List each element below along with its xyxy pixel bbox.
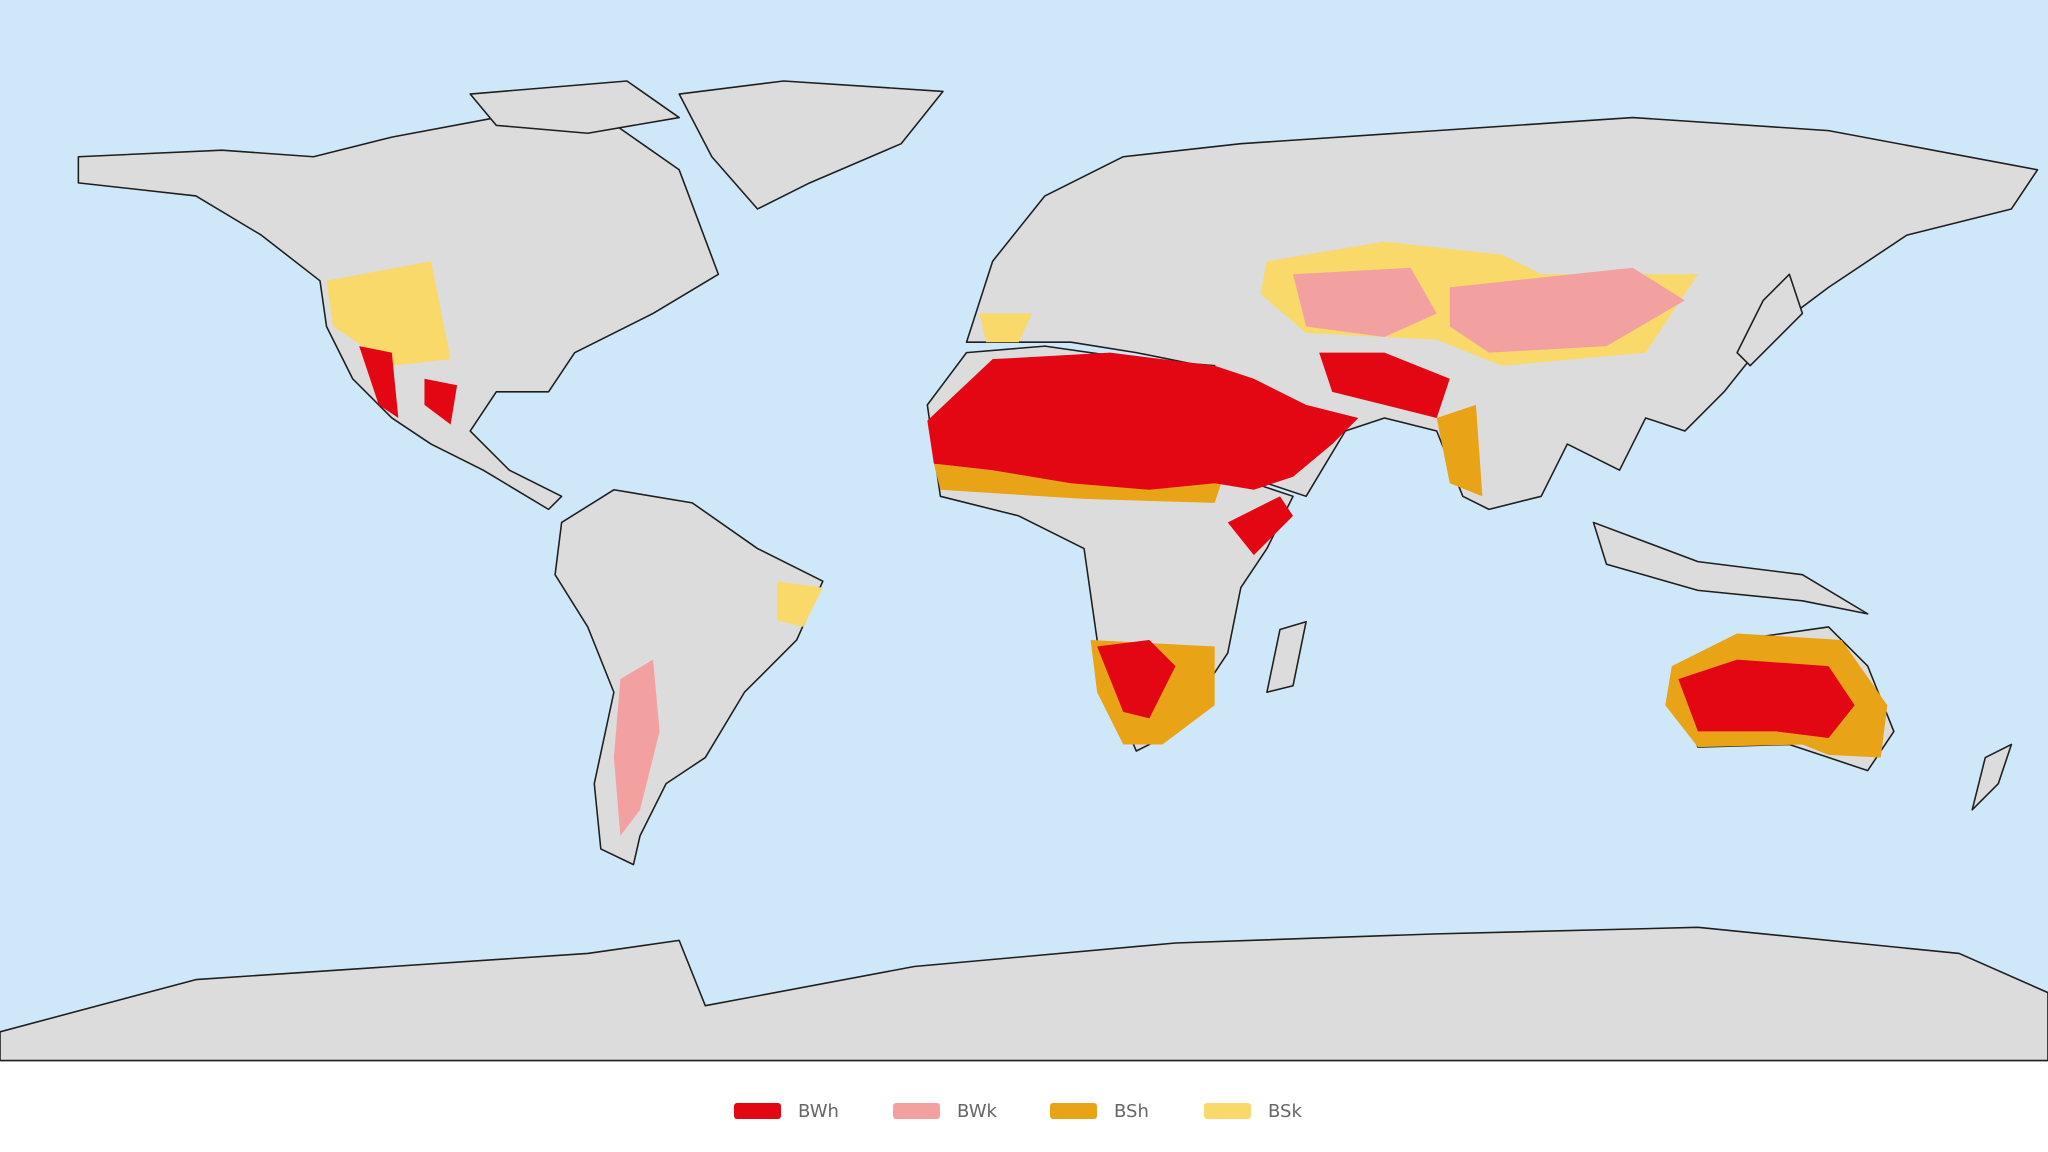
bwh-region — [1227, 496, 1294, 556]
legend-swatch — [1204, 1103, 1251, 1119]
bsk-region — [326, 261, 451, 366]
new-zealand — [1971, 743, 2013, 811]
bwh-region — [359, 346, 399, 418]
madagascar — [1266, 620, 1307, 694]
bsh-region — [1436, 404, 1483, 497]
map-layer — [0, 80, 2048, 1062]
legend-label: BWh — [798, 1101, 839, 1122]
legend-label: BSh — [1114, 1101, 1149, 1122]
legend: BWh BWk BSh BSk — [734, 1101, 1302, 1122]
legend-label: BWk — [957, 1101, 998, 1122]
legend-label: BSk — [1268, 1101, 1302, 1122]
japan — [1736, 273, 1804, 367]
legend-swatch — [734, 1103, 781, 1119]
bwh-region — [927, 352, 1359, 490]
bwk-region — [613, 659, 660, 836]
bwk-region — [1293, 267, 1437, 337]
bsk-region — [979, 313, 1032, 343]
arctic-islands — [469, 80, 680, 135]
bwk-region — [1449, 267, 1685, 353]
bwh-region — [1678, 659, 1855, 738]
bwh-region — [424, 378, 458, 425]
bsk-region — [777, 581, 823, 627]
bwh-region — [1097, 639, 1176, 719]
greenland — [678, 80, 944, 210]
legend-swatch — [893, 1103, 940, 1119]
legend-swatch — [1050, 1103, 1097, 1119]
indonesia — [1592, 521, 1869, 615]
bwh-region — [1319, 352, 1450, 418]
